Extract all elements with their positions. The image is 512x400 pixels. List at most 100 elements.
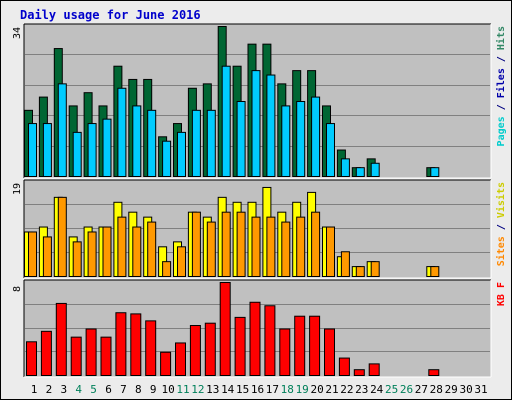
y-legend-segment: / <box>496 218 507 236</box>
x-tick-label-day-20: 20 <box>310 383 323 396</box>
bar-sites-day-12 <box>191 211 201 277</box>
bar-sites-day-13 <box>206 221 216 277</box>
y-legend-segment: / <box>496 98 507 116</box>
x-tick-label-day-7: 7 <box>120 383 127 396</box>
bar-files-day-15 <box>236 101 246 177</box>
x-tick-label-day-15: 15 <box>236 383 249 396</box>
bar-sites-day-22 <box>340 251 350 277</box>
x-tick-label-day-5: 5 <box>90 383 97 396</box>
bar-files-day-17 <box>266 74 276 177</box>
bar-kbytes-day-2 <box>40 330 52 377</box>
panel-pages-files-hits <box>23 23 492 179</box>
bar-files-day-5 <box>87 123 97 177</box>
bar-kbytes-day-18 <box>279 328 291 376</box>
bar-sites-day-7 <box>117 216 127 277</box>
x-tick-label-day-23: 23 <box>355 383 368 396</box>
bar-kbytes-day-11 <box>175 342 186 377</box>
chart-title: Daily usage for June 2016 <box>20 8 201 22</box>
bar-files-day-12 <box>191 109 201 177</box>
bar-files-day-18 <box>281 105 291 177</box>
bar-sites-day-14 <box>221 211 231 277</box>
x-tick-label-day-2: 2 <box>46 383 53 396</box>
x-tick-label-day-1: 1 <box>31 383 38 396</box>
bar-files-day-22 <box>340 158 350 177</box>
x-tick-label-day-25: 25 <box>385 383 398 396</box>
x-tick-label-day-17: 17 <box>266 383 279 396</box>
x-tick-label-day-3: 3 <box>60 383 67 396</box>
bar-sites-day-28 <box>430 266 440 277</box>
y-axis-max-label: 34 <box>12 27 23 39</box>
x-tick-label-day-19: 19 <box>296 383 309 396</box>
bar-kbytes-day-1 <box>26 341 37 377</box>
x-tick-label-day-6: 6 <box>105 383 112 396</box>
y-legend-segment: KB F <box>496 282 507 306</box>
bar-kbytes-day-3 <box>55 302 67 376</box>
panel-kbytes <box>23 279 492 378</box>
x-tick-label-day-14: 14 <box>221 383 235 396</box>
x-tick-label-day-29: 29 <box>445 383 458 396</box>
y-legend-segment: Hits <box>495 26 507 50</box>
bar-sites-day-2 <box>42 236 52 277</box>
bar-sites-day-9 <box>147 221 157 277</box>
y-legend-segment: Sites <box>495 236 507 266</box>
bar-files-day-4 <box>72 131 82 177</box>
bar-files-day-20 <box>311 96 321 177</box>
bar-kbytes-day-24 <box>368 363 380 376</box>
bar-kbytes-day-13 <box>204 322 216 376</box>
bar-kbytes-day-19 <box>294 315 306 376</box>
bar-files-day-1 <box>28 123 37 177</box>
bar-kbytes-day-17 <box>264 305 276 376</box>
x-tick-label-day-13: 13 <box>206 383 219 396</box>
bar-sites-day-24 <box>370 261 380 278</box>
x-tick-label-day-12: 12 <box>191 383 204 396</box>
y-axis-max-label: 19 <box>12 183 23 195</box>
bar-files-day-14 <box>221 65 231 177</box>
y-legend: KB F <box>496 282 507 306</box>
x-tick-label-day-21: 21 <box>325 383 338 396</box>
bar-sites-day-4 <box>72 241 82 278</box>
bar-kbytes-day-10 <box>160 351 172 376</box>
bar-files-day-6 <box>102 118 112 177</box>
panel-sites-visits <box>23 179 492 279</box>
x-tick-label-day-31: 31 <box>474 383 487 396</box>
bar-files-day-9 <box>147 109 157 177</box>
bar-files-day-7 <box>117 87 127 177</box>
bar-sites-day-3 <box>57 196 67 277</box>
x-tick-label-day-11: 11 <box>176 383 189 396</box>
bar-sites-day-20 <box>311 211 321 277</box>
bar-kbytes-day-6 <box>100 336 112 377</box>
y-legend-segment: / <box>496 50 507 68</box>
bar-sites-day-18 <box>281 221 291 277</box>
bar-kbytes-day-22 <box>338 357 350 376</box>
bar-files-day-8 <box>132 105 142 177</box>
x-tick-label-day-24: 24 <box>370 383 384 396</box>
x-tick-label-day-8: 8 <box>135 383 142 396</box>
bar-sites-day-23 <box>355 266 365 277</box>
bar-files-day-24 <box>370 162 380 178</box>
bar-sites-day-15 <box>236 211 246 277</box>
x-tick-label-day-30: 30 <box>459 383 472 396</box>
x-tick-label-day-27: 27 <box>415 383 428 396</box>
x-tick-label-day-10: 10 <box>161 383 174 396</box>
bar-kbytes-day-4 <box>70 336 82 377</box>
bar-kbytes-day-7 <box>115 312 127 377</box>
bar-sites-day-1 <box>28 231 37 277</box>
bar-kbytes-day-15 <box>234 316 246 376</box>
bar-files-day-19 <box>296 101 306 177</box>
bar-kbytes-day-16 <box>249 301 261 377</box>
bar-sites-day-6 <box>102 226 112 278</box>
bar-sites-day-17 <box>266 216 276 277</box>
bar-sites-day-16 <box>251 216 261 277</box>
x-tick-label-day-16: 16 <box>251 383 264 396</box>
x-tick-label-day-22: 22 <box>340 383 353 396</box>
y-axis-max-label: 8 <box>12 286 23 292</box>
y-legend: Pages / Files / Hits <box>495 26 507 146</box>
x-tick-label-day-4: 4 <box>75 383 82 396</box>
bar-kbytes-day-23 <box>353 369 365 376</box>
bar-files-day-21 <box>326 123 335 177</box>
bar-files-day-11 <box>177 131 186 177</box>
bar-files-day-28 <box>430 167 440 177</box>
bar-sites-day-21 <box>326 226 335 278</box>
